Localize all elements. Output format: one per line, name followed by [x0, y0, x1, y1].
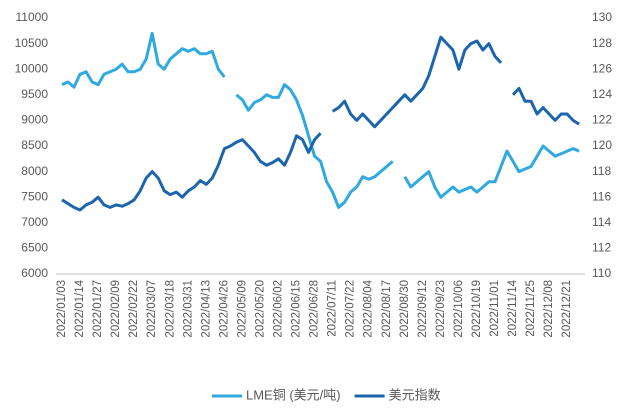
x-tick-label: 2022/06/15 — [291, 280, 303, 338]
x-tick-label: 2022/02/22 — [128, 280, 140, 338]
x-tick-label: 2022/05/20 — [254, 280, 266, 338]
x-tick-label: 2022/04/26 — [218, 280, 230, 338]
x-tick-label: 2022/01/14 — [74, 279, 86, 337]
y-tick-label: 9500 — [21, 87, 48, 101]
y-tick-label: 10000 — [15, 61, 49, 75]
x-tick-label: 2022/07/11 — [327, 280, 339, 337]
x-tick-label: 2022/08/30 — [399, 280, 411, 338]
y2-tick-label: 116 — [592, 189, 611, 203]
x-tick-label: 2022/01/27 — [92, 280, 104, 338]
y-tick-label: 7500 — [21, 189, 48, 203]
x-tick-label: 2022/12/08 — [543, 280, 555, 338]
x-tick-label: 2022/05/09 — [236, 280, 248, 338]
y-tick-label: 6000 — [21, 266, 48, 280]
y2-tick-label: 128 — [592, 36, 612, 50]
x-tick-label: 2022/03/18 — [164, 280, 176, 338]
x-tick-label: 2022/10/19 — [471, 280, 483, 338]
x-tick-label: 2022/10/06 — [453, 280, 465, 338]
y-tick-label: 8000 — [21, 164, 48, 178]
y2-tick-label: 122 — [592, 113, 612, 127]
y2-tick-label: 120 — [592, 138, 612, 152]
legend-label: LME铜 (美元/吨) — [246, 387, 341, 402]
x-tick-label: 2022/03/31 — [182, 280, 194, 338]
legend-label: 美元指数 — [389, 387, 441, 402]
x-tick-label: 2022/08/04 — [363, 279, 375, 337]
y-tick-label: 6500 — [21, 241, 48, 255]
y2-tick-label: 124 — [592, 87, 612, 101]
y-tick-label: 8500 — [21, 138, 48, 152]
y-tick-label: 9000 — [21, 113, 48, 127]
x-tick-label: 2022/09/12 — [417, 280, 429, 338]
y2-tick-label: 118 — [592, 164, 611, 178]
x-tick-label: 2022/07/22 — [345, 280, 357, 338]
x-tick-label: 2022/12/21 — [561, 280, 573, 338]
x-tick-label: 2022/06/28 — [309, 280, 321, 338]
x-tick-label: 2022/03/07 — [146, 280, 158, 338]
x-tick-label: 2022/09/23 — [435, 280, 447, 338]
y2-tick-label: 110 — [592, 266, 611, 280]
series-line — [61, 35, 580, 212]
x-tick-label: 2022/11/25 — [525, 280, 537, 337]
y-tick-label: 10500 — [15, 36, 49, 50]
x-tick-label: 2022/08/17 — [381, 280, 393, 338]
y-tick-label: 11000 — [16, 10, 49, 24]
y2-tick-label: 130 — [592, 10, 612, 24]
x-tick-label: 2022/04/13 — [200, 280, 212, 338]
x-tick-label: 2022/06/02 — [273, 280, 285, 338]
x-tick-label: 2022/11/01 — [489, 280, 501, 337]
y-tick-label: 7000 — [21, 215, 48, 229]
y2-tick-label: 112 — [592, 241, 611, 255]
x-tick-label: 2022/11/14 — [507, 279, 519, 336]
y2-tick-label: 126 — [592, 61, 612, 75]
x-tick-label: 2022/02/09 — [110, 280, 122, 338]
series-line — [61, 31, 580, 209]
x-tick-label: 2022/01/03 — [56, 280, 68, 338]
y2-tick-label: 114 — [592, 215, 611, 229]
